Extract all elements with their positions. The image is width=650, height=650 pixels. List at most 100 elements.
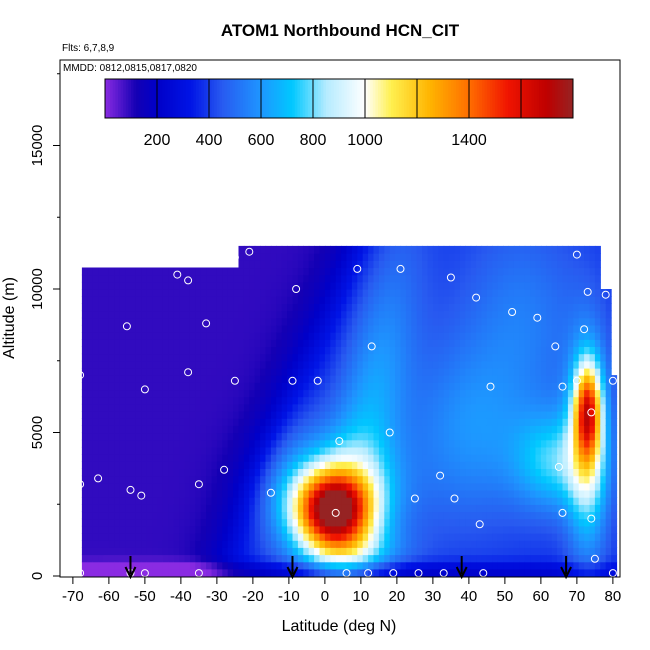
heat-cell: [357, 554, 364, 563]
heat-cell: [157, 525, 164, 534]
heat-cell: [508, 489, 515, 498]
heat-cell: [292, 339, 299, 347]
heat-cell: [578, 489, 585, 498]
heat-cell: [168, 568, 175, 577]
heat-cell: [368, 267, 375, 276]
heat-cell: [243, 396, 250, 405]
heat-cell: [189, 389, 196, 398]
heat-cell: [211, 317, 218, 326]
heat-cell: [384, 353, 391, 362]
heat-cell: [351, 411, 358, 419]
heat-cell: [503, 461, 510, 469]
heat-cell: [470, 274, 477, 283]
heat-cell: [422, 353, 429, 362]
colorbar-segment: [396, 79, 400, 118]
heat-cell: [319, 554, 326, 563]
heat-cell: [281, 475, 288, 484]
heat-cell: [125, 489, 132, 498]
heat-cell: [427, 518, 434, 527]
heat-cell: [540, 425, 547, 434]
heat-cell: [416, 482, 423, 491]
heat-cell: [481, 253, 488, 261]
heat-cell: [162, 561, 169, 570]
heat-cell: [222, 281, 229, 290]
heat-cell: [324, 439, 331, 448]
x-tick-label: -10: [278, 588, 300, 605]
heat-cell: [135, 317, 142, 326]
heat-cell: [297, 568, 304, 577]
heat-cell: [540, 511, 547, 520]
heat-cell: [513, 253, 520, 261]
heat-cell: [211, 568, 218, 577]
heat-cell: [114, 504, 121, 513]
heat-cell: [449, 540, 456, 548]
heat-cell: [303, 540, 310, 548]
heat-cell: [578, 468, 585, 477]
heat-cell: [524, 418, 531, 426]
heat-cell: [346, 432, 353, 441]
heat-cell: [389, 360, 396, 369]
heat-cell: [200, 353, 207, 362]
heat-cell: [216, 332, 223, 340]
heat-cell: [308, 339, 315, 347]
heat-cell: [546, 489, 553, 498]
colorbar-segment: [469, 79, 473, 118]
heat-cell: [584, 367, 591, 376]
heat-cell: [438, 489, 445, 498]
heat-cell: [254, 533, 261, 541]
heat-cell: [389, 461, 396, 469]
heat-cell: [92, 281, 99, 290]
heat-cell: [400, 375, 407, 383]
sample-point: [551, 342, 560, 351]
heat-cell: [357, 324, 364, 333]
heat-cell: [584, 568, 591, 577]
heat-cell: [600, 475, 607, 484]
heat-cell: [152, 561, 159, 570]
heat-cell: [594, 454, 601, 462]
heat-cell: [341, 339, 348, 347]
heat-cell: [476, 411, 483, 419]
heat-cell: [173, 296, 180, 304]
heat-cell: [584, 461, 591, 469]
heat-cell: [389, 497, 396, 505]
heat-cell: [427, 554, 434, 563]
heat-cell: [503, 274, 510, 283]
heat-cell: [162, 468, 169, 477]
heat-cell: [432, 497, 439, 505]
heat-cell: [179, 289, 186, 297]
heat-cell: [216, 540, 223, 548]
heat-cell: [168, 418, 175, 426]
heat-cell: [557, 418, 564, 426]
heat-cell: [297, 324, 304, 333]
heat-cell: [249, 547, 256, 556]
heat-cell: [276, 339, 283, 347]
heat-cell: [594, 317, 601, 326]
heat-cell: [98, 554, 105, 563]
heat-cell: [351, 482, 358, 491]
heat-cell: [497, 533, 504, 541]
heat-cell: [254, 482, 261, 491]
heat-cell: [481, 332, 488, 340]
colorbar-segment: [422, 79, 426, 118]
heat-cell: [449, 360, 456, 369]
heat-cell: [389, 267, 396, 276]
heat-cell: [546, 353, 553, 362]
heat-cell: [546, 260, 553, 269]
heat-cell: [368, 518, 375, 527]
heat-cell: [476, 396, 483, 405]
heat-cell: [384, 540, 391, 548]
heat-cell: [125, 418, 132, 426]
heat-cell: [179, 547, 186, 556]
heat-cell: [265, 389, 272, 398]
heat-cell: [546, 396, 553, 405]
colorbar-segment: [258, 79, 262, 118]
heat-cell: [405, 339, 412, 347]
heat-cell: [200, 418, 207, 426]
heat-cell: [427, 281, 434, 290]
heat-cell: [206, 332, 213, 340]
heat-cell: [119, 518, 126, 527]
heat-cell: [195, 518, 202, 527]
heat-cell: [281, 396, 288, 405]
heat-cell: [130, 511, 137, 520]
heat-cell: [524, 554, 531, 563]
